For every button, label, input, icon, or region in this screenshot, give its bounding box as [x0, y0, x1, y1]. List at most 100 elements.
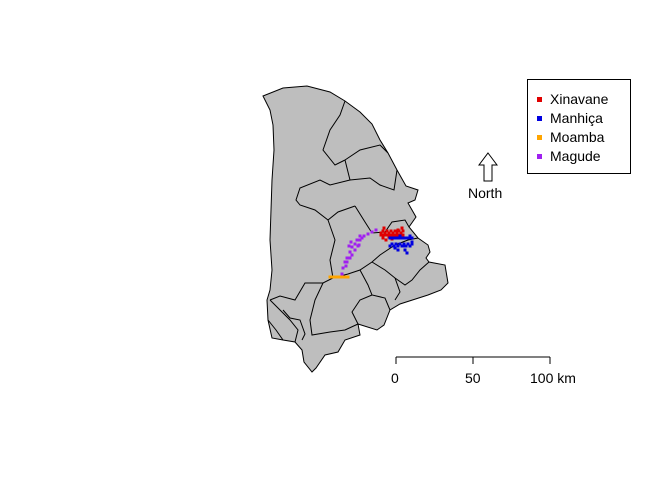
- point-moamba: [342, 275, 346, 279]
- point-magude: [360, 236, 364, 240]
- point-magude: [370, 230, 374, 234]
- point-manhica: [408, 236, 412, 240]
- point-manhica: [390, 236, 394, 240]
- district-boundary: [371, 261, 430, 286]
- point-xinavane: [393, 233, 397, 237]
- point-manhica: [394, 236, 398, 240]
- legend-swatch-xinavane: [537, 96, 542, 102]
- point-manhica: [403, 248, 407, 252]
- district-boundary: [349, 169, 398, 191]
- point-xinavane: [401, 229, 405, 233]
- district-boundary: [269, 299, 299, 343]
- point-manhica: [406, 236, 410, 240]
- north-arrow-icon: [478, 152, 498, 182]
- legend-label-xinavane: Xinavane: [550, 91, 609, 107]
- scale-bar: [395, 356, 551, 364]
- point-manhica: [410, 242, 414, 246]
- point-manhica: [388, 244, 392, 248]
- point-magude: [345, 256, 349, 260]
- point-xinavane: [395, 233, 399, 237]
- point-xinavane: [387, 231, 391, 235]
- point-manhica: [401, 244, 405, 248]
- point-magude: [362, 234, 366, 238]
- point-magude: [355, 238, 359, 242]
- scale-label-50: 50: [465, 370, 481, 386]
- scale-label-0: 0: [391, 370, 399, 386]
- point-xinavane: [391, 233, 395, 237]
- point-xinavane: [396, 228, 400, 232]
- point-magude: [341, 266, 345, 270]
- point-manhica: [404, 236, 408, 240]
- point-xinavane: [399, 231, 403, 235]
- point-manhica: [398, 242, 402, 246]
- point-manhica: [392, 236, 396, 240]
- point-xinavane: [393, 229, 397, 233]
- point-moamba: [338, 275, 342, 279]
- point-xinavane: [401, 233, 405, 237]
- point-magude: [353, 248, 357, 252]
- point-xinavane: [379, 231, 383, 235]
- point-xinavane: [381, 233, 385, 237]
- point-moamba: [328, 275, 332, 279]
- point-manhica: [402, 236, 406, 240]
- district-boundary: [309, 282, 359, 336]
- province-map: [262, 85, 449, 373]
- province-outline: [262, 85, 449, 373]
- point-magude: [358, 234, 362, 238]
- point-manhica: [404, 244, 408, 248]
- points-manhica: [388, 234, 414, 255]
- point-manhica: [398, 234, 402, 238]
- scale-label-100: 100 km: [530, 370, 576, 386]
- point-magude: [345, 260, 349, 264]
- point-xinavane: [389, 233, 393, 237]
- points-magude: [340, 228, 378, 276]
- district-boundary: [332, 237, 419, 279]
- point-manhica: [396, 236, 400, 240]
- point-xinavane: [385, 229, 389, 233]
- point-manhica: [388, 236, 392, 240]
- point-magude: [353, 242, 357, 246]
- legend-label-moamba: Moamba: [550, 129, 605, 145]
- legend-item-moamba: Moamba: [537, 128, 604, 146]
- district-boundary: [295, 159, 356, 221]
- point-magude: [366, 232, 370, 236]
- district-boundary: [282, 309, 306, 341]
- legend-item-manhica: Manhiça: [537, 109, 603, 127]
- point-xinavane: [385, 233, 389, 237]
- point-xinavane: [383, 231, 387, 235]
- point-xinavane: [379, 233, 383, 237]
- point-xinavane: [389, 229, 393, 233]
- point-xinavane: [387, 233, 391, 237]
- point-manhica: [400, 236, 404, 240]
- point-magude: [344, 264, 348, 268]
- point-moamba: [346, 275, 350, 279]
- district-boundary: [394, 277, 401, 301]
- point-magude: [349, 240, 353, 244]
- legend-item-xinavane: Xinavane: [537, 90, 608, 108]
- district-boundary: [344, 144, 389, 161]
- point-manhica: [390, 242, 394, 246]
- point-xinavane: [383, 233, 387, 237]
- point-magude: [347, 244, 351, 248]
- point-manhica: [405, 251, 409, 255]
- point-magude: [348, 250, 352, 254]
- district-boundaries: [267, 100, 430, 343]
- point-manhica: [406, 242, 410, 246]
- point-magude: [357, 243, 361, 247]
- point-manhica: [396, 244, 400, 248]
- point-manhica: [408, 244, 412, 248]
- point-xinavane: [382, 226, 386, 230]
- point-moamba: [334, 275, 338, 279]
- legend: Xinavane Manhiça Moamba Magude: [527, 79, 631, 174]
- district-boundary: [267, 319, 284, 341]
- point-magude: [348, 256, 352, 260]
- point-xinavane: [395, 231, 399, 235]
- point-manhica: [402, 242, 406, 246]
- point-xinavane: [381, 229, 385, 233]
- point-magude: [350, 245, 354, 249]
- district-boundary: [322, 100, 346, 166]
- legend-label-magude: Magude: [550, 148, 601, 164]
- legend-swatch-moamba: [537, 134, 542, 140]
- legend-swatch-magude: [537, 153, 542, 159]
